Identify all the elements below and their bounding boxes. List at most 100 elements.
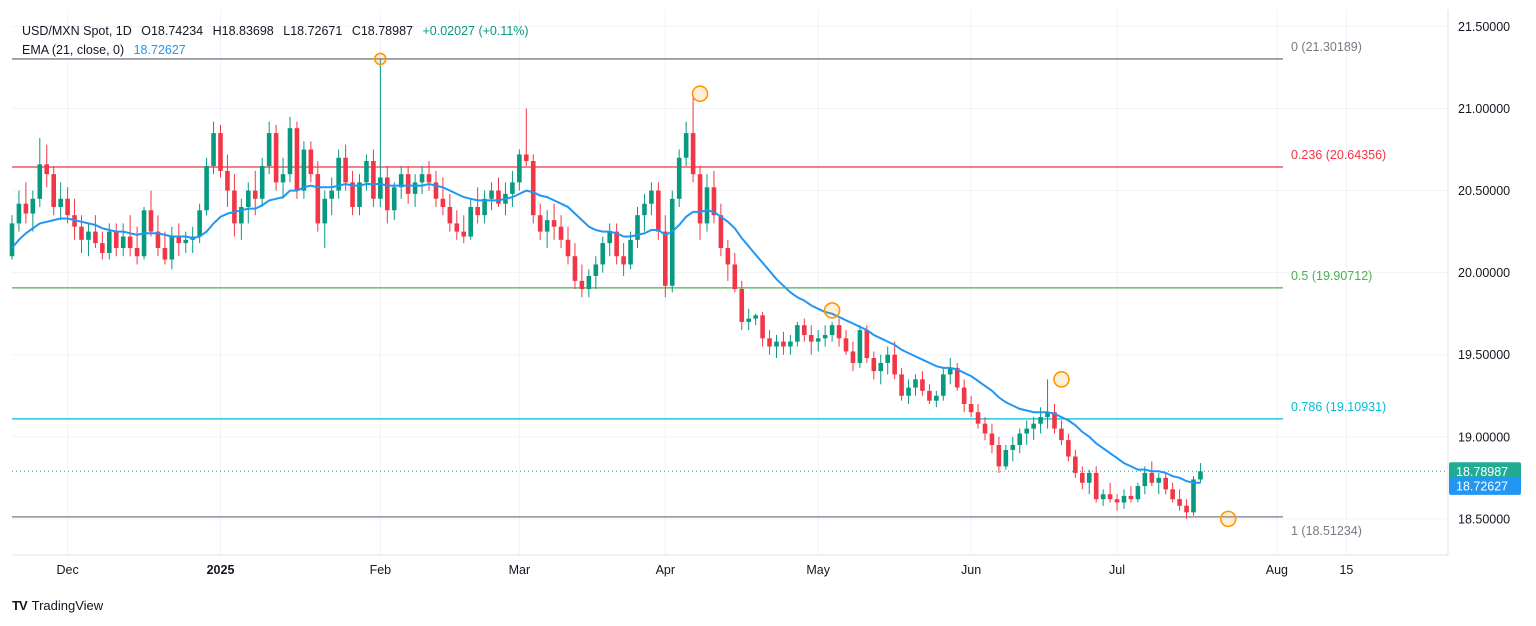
candle (683, 121, 689, 166)
current-price-badge: 18.78987 (1449, 462, 1521, 481)
candle (1135, 482, 1141, 503)
candle-body (246, 190, 251, 207)
x-tick-label: Jun (961, 563, 981, 577)
candle (635, 206, 640, 249)
candle (273, 124, 279, 191)
candle (120, 223, 126, 257)
candle-body (656, 190, 661, 232)
candle-body (961, 387, 967, 404)
candle-body (1073, 456, 1078, 473)
candle-body (524, 154, 529, 162)
candle-body (815, 338, 821, 342)
candle (996, 436, 1002, 473)
tradingview-brand[interactable]: TV TradingView (12, 598, 103, 613)
candle-body (1184, 505, 1189, 513)
candle (246, 182, 251, 224)
candle (44, 144, 50, 188)
candle (9, 215, 15, 260)
candle-body (899, 374, 904, 396)
candle-body (947, 367, 953, 375)
candle (37, 138, 43, 207)
candle (1121, 489, 1127, 510)
candle (857, 325, 863, 368)
candle (16, 190, 22, 232)
candle-body (218, 133, 223, 171)
candle (1149, 461, 1155, 487)
candle (134, 226, 140, 265)
candle-body (391, 187, 397, 211)
candle (419, 165, 425, 194)
ohlc-row: USD/MXN Spot, 1D O18.74234 H18.83698 L18… (22, 22, 529, 41)
candle (1038, 407, 1043, 434)
time-axis[interactable]: Dec 2025 Feb Mar Apr May Jun Jul Aug 15 (56, 563, 1353, 577)
candle (287, 116, 293, 183)
candle (975, 403, 981, 429)
x-tick-label: Apr (656, 563, 675, 577)
candle (739, 280, 745, 331)
pivot-marker-circle (1053, 371, 1070, 388)
y-tick-label: 21.00000 (1458, 102, 1510, 116)
tradingview-logo-icon: TV (12, 598, 28, 613)
candle-body (127, 236, 133, 249)
change-value: +0.02027 (+0.11%) (422, 24, 529, 38)
candle (1107, 482, 1113, 503)
candle-body (86, 231, 91, 240)
candle (280, 157, 286, 199)
pivot-markers (374, 52, 1237, 528)
candle-body (718, 215, 724, 249)
candle (329, 177, 334, 216)
candle (86, 223, 91, 257)
y-tick-label: 19.00000 (1458, 430, 1510, 444)
price-axis[interactable]: 21.50000 21.00000 20.50000 20.00000 19.50000… (1449, 20, 1521, 526)
candle-body (857, 330, 863, 363)
ema-price-badge-bg (1449, 476, 1521, 495)
pivot-marker-circle (1219, 510, 1237, 528)
brand-text: TradingView (31, 598, 104, 613)
candle (336, 149, 341, 199)
candle (440, 177, 446, 216)
ema-label[interactable]: EMA (21, close, 0) (22, 43, 125, 57)
candle (148, 190, 154, 237)
candle-body (760, 315, 765, 339)
candle-body (273, 133, 279, 183)
candle-body (1128, 495, 1134, 500)
fibonacci-retracement[interactable]: 0 (21.30189) 0.236 (20.64356) 0.5 (19.9071… (12, 40, 1448, 538)
candle-body (65, 198, 70, 216)
candle (607, 223, 612, 257)
x-tick-label: Dec (56, 563, 78, 577)
fib-level-label: 0.236 (20.64356) (1291, 148, 1386, 162)
candle-body (697, 174, 703, 224)
candle (1024, 420, 1029, 446)
candle-body (836, 325, 842, 339)
current-price-badge-bg (1449, 462, 1521, 481)
x-tick-label: 2025 (207, 563, 235, 577)
candle-body (120, 236, 126, 249)
candle (225, 154, 230, 207)
candle (1156, 472, 1162, 495)
candle (461, 215, 467, 244)
candle (308, 141, 314, 183)
candle-body (1003, 449, 1009, 467)
chart-grid (12, 10, 1449, 556)
candle-body (1156, 477, 1162, 483)
candle-body (475, 206, 480, 216)
candle (593, 256, 599, 290)
candle (746, 308, 751, 331)
candle-body (704, 187, 710, 224)
symbol-label[interactable]: USD/MXN Spot, 1D (22, 24, 132, 38)
candle (760, 312, 765, 347)
candle-body (259, 165, 265, 199)
candle (885, 346, 890, 375)
pivot-marker-circle (823, 302, 841, 319)
candle-body (343, 157, 348, 183)
candle (544, 210, 550, 249)
candle (176, 223, 182, 257)
y-tick-label: 18.50000 (1458, 512, 1510, 526)
candle (718, 203, 724, 257)
candle-body (593, 264, 599, 276)
candle-body (1038, 417, 1043, 424)
candle (211, 121, 216, 175)
candle-body (113, 231, 119, 249)
candle (1052, 403, 1057, 434)
